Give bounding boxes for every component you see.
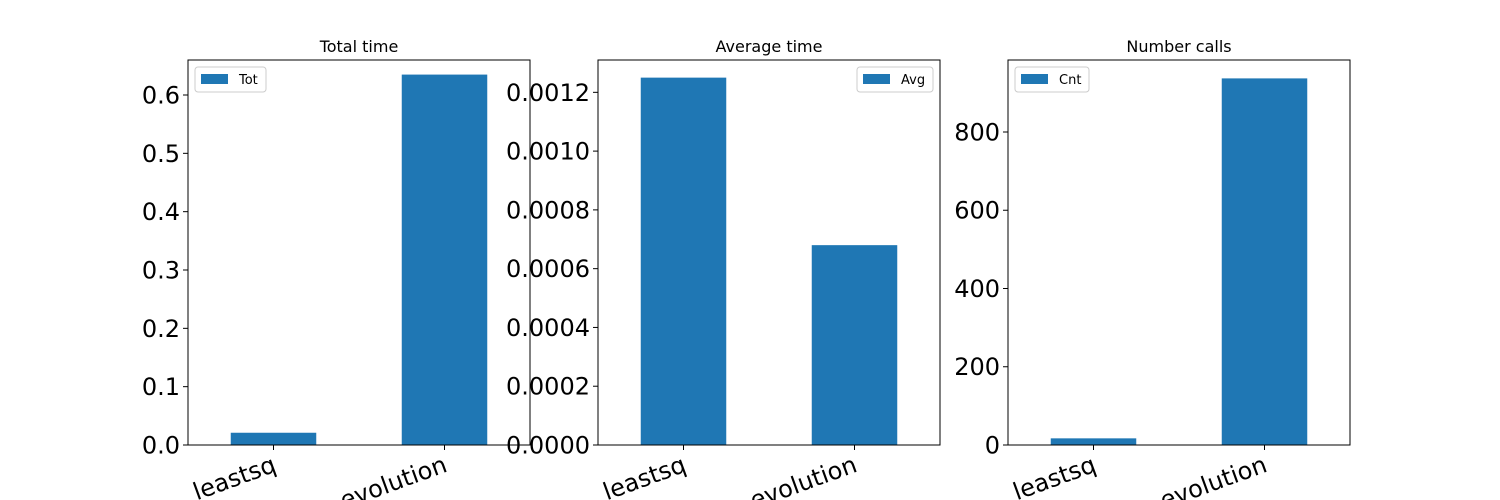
y-tick-label: 0 (985, 432, 1000, 460)
y-tick-label: 200 (954, 353, 1000, 381)
bar-avg-leastsq (640, 77, 727, 445)
legend-swatch (1021, 74, 1048, 84)
y-tick-label: 400 (954, 275, 1000, 303)
y-tick-label: 0.0004 (506, 314, 590, 342)
axes-frame (1007, 59, 1351, 446)
x-tick-label-leastsq: leastsq (599, 450, 689, 500)
x-tick-label-leastsq: leastsq (189, 450, 279, 500)
chart-title: Average time (716, 37, 823, 56)
bar-tot-evolution (401, 74, 488, 445)
x-tick-label-evolution: evolution (336, 450, 450, 500)
axes-frame (597, 59, 941, 446)
x-tick-label-evolution: evolution (746, 450, 860, 500)
x-tick-label-evolution: evolution (1156, 450, 1270, 500)
legend-label: Cnt (1059, 73, 1081, 88)
axes-frame (187, 59, 531, 446)
chart-panel-3: Number calls 0 200 400 600 800 leastsq evolutio… (954, 37, 1351, 500)
chart-panels: Total time 0.0 0.1 0.2 0.3 0.4 0.5 0.6 leastsq ev… (142, 37, 1351, 500)
y-tick-label: 0.0012 (506, 79, 590, 107)
bar-cnt-leastsq (1050, 438, 1137, 445)
y-tick-label: 0.4 (142, 198, 180, 226)
y-tick-label: 0.0010 (506, 138, 590, 166)
y-tick-label: 600 (954, 197, 1000, 225)
legend: Tot (194, 66, 267, 93)
y-tick-label: 0.2 (142, 315, 180, 343)
bar-cnt-evolution (1221, 78, 1308, 446)
chart-title: Total time (319, 37, 399, 56)
legend: Avg (856, 66, 934, 93)
legend-label: Tot (238, 73, 258, 88)
y-tick-label: 0.5 (142, 140, 180, 168)
legend-label: Avg (901, 73, 925, 88)
chart-panel-2: Average time 0.0000 0.0002 0.0004 0.0006 0.00… (506, 37, 941, 500)
y-tick-label: 0.0008 (506, 196, 590, 224)
bar-tot-leastsq (230, 432, 317, 445)
y-tick-label: 0.0002 (506, 373, 590, 401)
legend-box (1014, 66, 1090, 93)
y-tick-label: 0.1 (142, 373, 180, 401)
y-tick-label: 0.0006 (506, 255, 590, 283)
chart-panel-1: Total time 0.0 0.1 0.2 0.3 0.4 0.5 0.6 leastsq ev… (142, 37, 531, 500)
legend-swatch (201, 74, 228, 84)
legend-box (856, 66, 934, 93)
bar-avg-evolution (811, 245, 898, 445)
legend-box (194, 66, 267, 93)
chart-title: Number calls (1126, 37, 1231, 56)
y-tick-label: 0.0000 (506, 432, 590, 460)
y-tick-label: 0.3 (142, 257, 180, 285)
y-tick-label: 0.6 (142, 82, 180, 110)
legend: Cnt (1014, 66, 1090, 93)
y-tick-label: 800 (954, 118, 1000, 146)
x-tick-label-leastsq: leastsq (1009, 450, 1099, 500)
y-tick-label: 0.0 (142, 432, 180, 460)
legend-swatch (863, 74, 890, 84)
